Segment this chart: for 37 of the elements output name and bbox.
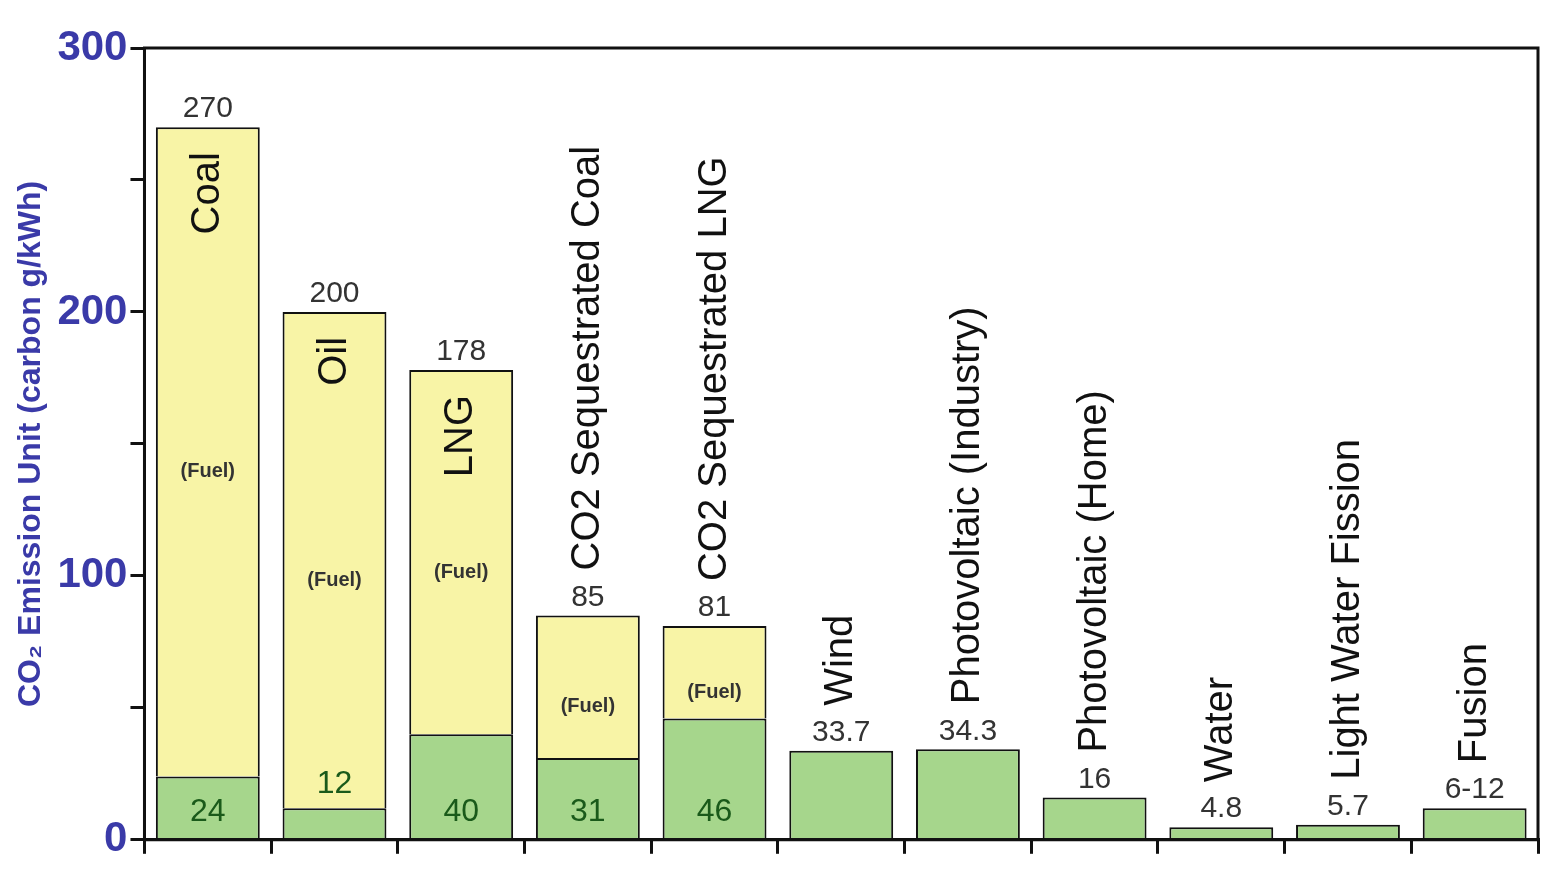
x-tick-label: Photovoltaic (Home) (1069, 390, 1114, 753)
text: (Fuel) (560, 694, 616, 717)
total-label: 200 (309, 275, 360, 309)
data-label: 46 (696, 792, 733, 829)
data-label: 40 (443, 792, 479, 829)
total-label: 34.3 (938, 712, 998, 746)
y-tick-label: 300 (57, 21, 128, 69)
y-tick-label: 0 (104, 813, 128, 861)
x-tick-label: Fusion (1449, 643, 1494, 764)
x-tick-label: Coal (182, 152, 227, 235)
total-label: 178 (436, 333, 487, 367)
total-label: 6-12 (1444, 771, 1505, 805)
text: (Fuel) (433, 559, 489, 582)
x-tick-label: Oil (309, 336, 354, 386)
total-label: 33.7 (812, 714, 871, 748)
y-tick-label: 200 (57, 285, 128, 333)
data-label: 31 (570, 792, 606, 829)
total-label: 85 (571, 578, 605, 612)
x-tick-label: Water (1196, 676, 1241, 783)
total-label: 16 (1077, 760, 1112, 794)
x-tick-label: LNG (436, 394, 481, 478)
total-label: 81 (697, 589, 732, 623)
data-label: 12 (316, 763, 353, 800)
x-tick-label: Wind (816, 614, 861, 706)
text: (Fuel) (180, 459, 236, 482)
text: (Fuel) (307, 567, 362, 590)
x-tick-label: Photovoltaic (Industry) (942, 306, 987, 705)
total-label: 4.8 (1200, 790, 1243, 824)
total-label: 270 (182, 90, 233, 124)
series-label: (Fuel) (687, 679, 742, 702)
x-tick-label: CO2 Sequestrated Coal (562, 145, 607, 571)
x-tick-label: CO2 Sequestrated LNG (689, 156, 734, 582)
data-label: 24 (190, 792, 226, 829)
x-tick-label: Light Water Fission (1323, 438, 1368, 780)
total-label: 5.7 (1327, 788, 1369, 822)
y-tick-label: 100 (57, 549, 128, 597)
y-axis-title: CO₂ Emission Unit (carbon g/kWh) (11, 180, 48, 708)
